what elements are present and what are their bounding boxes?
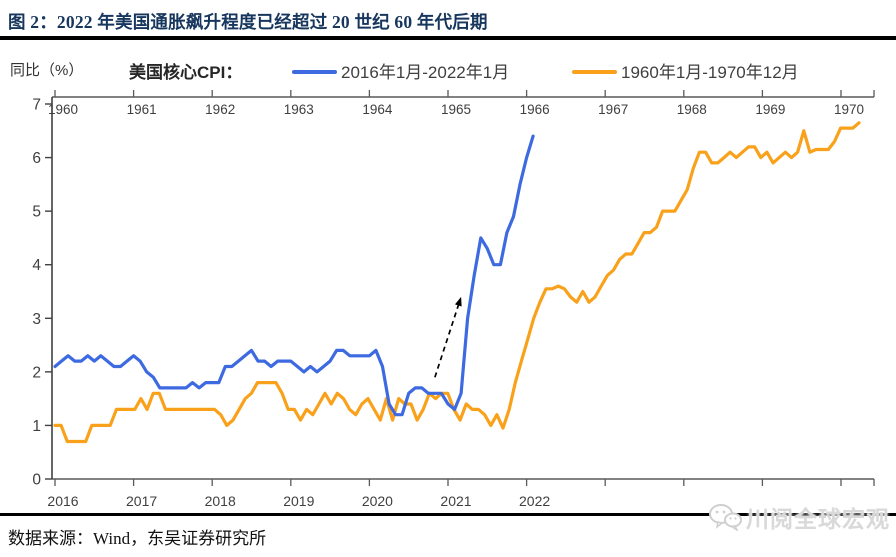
bottom-axis-year-label: 2017 [126, 493, 157, 509]
axes [51, 96, 874, 480]
data-source-text: 数据来源：Wind，东吴证券研究所 [8, 529, 267, 548]
watermark: 川阅全球宏观 [708, 500, 890, 534]
series-line-2016-2022 [53, 134, 535, 417]
bottom-axis-year-label: 2018 [205, 493, 236, 509]
legend-swatch-blue [292, 70, 337, 74]
y-axis-tick-label: 3 [32, 311, 41, 328]
series-line-1960-1970 [53, 121, 861, 444]
title-divider [0, 36, 896, 40]
y-axis-unit-label: 同比（%） [10, 62, 84, 79]
y-axis-tick-label: 0 [32, 472, 41, 489]
top-axis-year-label: 1963 [284, 102, 314, 117]
y-axis-tick-label: 4 [32, 257, 41, 274]
footer-divider [0, 513, 896, 516]
top-axis-year-label: 1966 [520, 102, 550, 117]
legend-label-blue: 2016年1月-2022年1月 [341, 63, 510, 82]
y-axis-tick-label: 7 [32, 97, 41, 114]
top-axis-year-label: 1968 [677, 102, 707, 117]
chart-title: 图 2：2022 年美国通胀飙升程度已经超过 20 世纪 60 年代后期 [8, 12, 488, 32]
trend-arrow-head [454, 296, 462, 307]
top-axis-year-label: 1970 [834, 102, 864, 117]
bottom-axis-year-label: 2022 [519, 493, 550, 509]
legend-series-prefix: 美国核心CPI： [129, 63, 243, 82]
top-axis-year-label: 1969 [755, 102, 785, 117]
top-axis-year-label: 1964 [362, 102, 393, 117]
wechat-icon [709, 504, 742, 531]
y-axis-tick-label: 2 [32, 364, 41, 381]
bottom-axis-year-label: 2021 [440, 493, 471, 509]
bottom-axis-year-label: 2016 [47, 493, 78, 509]
chart-content: 0 1 2 3 4 5 6 7 1960 1961 1962 1963 1964 1965 1966 1967… [32, 90, 875, 509]
y-axis-tick-label: 5 [32, 204, 41, 221]
bottom-axis-year-label: 2019 [283, 493, 314, 509]
top-axis-year-label: 1962 [205, 102, 235, 117]
y-axis-tick-label: 1 [32, 418, 41, 435]
legend-label-orange: 1960年1月-1970年12月 [621, 63, 799, 82]
top-axis-year-label: 1961 [127, 102, 157, 117]
legend-swatch-orange [572, 70, 617, 74]
top-axis-year-label: 1965 [441, 102, 471, 117]
trend-arrow-shaft [434, 302, 461, 378]
watermark-text: 川阅全球宏观 [746, 506, 890, 532]
y-axis-tick-label: 6 [32, 150, 41, 167]
top-axis-year-label: 1960 [48, 102, 78, 117]
top-axis-year-label: 1967 [598, 102, 628, 117]
bottom-axis-year-label: 2020 [362, 493, 393, 509]
